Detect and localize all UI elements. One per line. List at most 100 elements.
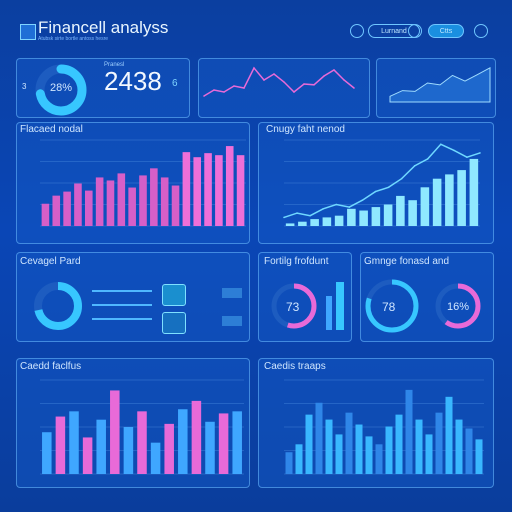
- bar: [432, 178, 442, 226]
- more-icon[interactable]: [474, 24, 488, 38]
- bar: [218, 413, 229, 474]
- line-point: [426, 158, 429, 160]
- line-point: [293, 91, 295, 93]
- bar: [204, 153, 212, 226]
- bar: [95, 177, 104, 226]
- bars-panel-top-right-title: Cnugy faht nenod: [266, 124, 345, 135]
- line-point: [283, 216, 285, 219]
- line-series: [283, 143, 481, 219]
- line-point: [400, 177, 403, 180]
- bar: [298, 221, 307, 226]
- line-series: [203, 66, 355, 97]
- line-point: [348, 206, 351, 208]
- bar: [236, 155, 245, 226]
- bars-panel-bottom-right-title: Caedis traaps: [264, 361, 326, 372]
- bar: [139, 175, 147, 226]
- bar: [334, 215, 344, 226]
- line-point: [203, 95, 205, 97]
- bar: [205, 421, 215, 474]
- bar: [395, 414, 403, 474]
- bar: [69, 411, 79, 474]
- app-title: Financell analyss: [38, 18, 169, 37]
- bar: [82, 437, 93, 474]
- bar: [52, 195, 61, 226]
- line-point: [309, 214, 311, 217]
- line-point: [333, 69, 335, 71]
- bar: [191, 400, 202, 474]
- gauge-2: [365, 279, 419, 333]
- bar: [310, 219, 319, 226]
- bar: [325, 419, 333, 474]
- line-point: [453, 149, 455, 152]
- mid-center-bar-2: [336, 282, 344, 330]
- mid-left-row-2: [92, 304, 152, 306]
- bar: [415, 419, 423, 474]
- bar: [383, 204, 393, 226]
- gauge-3: [435, 283, 481, 329]
- bar: [150, 442, 161, 474]
- bar: [150, 168, 158, 226]
- mid-left-row-1: [92, 290, 152, 292]
- bars-chart-top-right: [283, 139, 481, 227]
- bar: [84, 190, 93, 226]
- bar: [215, 155, 223, 226]
- mid-left-row-3: [92, 318, 152, 320]
- bar: [435, 412, 443, 474]
- gauge-3-value: 16%: [447, 301, 470, 313]
- top-area-chart: [389, 66, 491, 103]
- bar: [371, 207, 381, 226]
- line-point: [322, 208, 324, 210]
- line-point: [361, 199, 364, 201]
- bar: [55, 416, 66, 474]
- bar: [128, 187, 136, 226]
- gauge-1-value: 73: [286, 300, 300, 314]
- bar: [232, 411, 242, 474]
- line-point: [440, 143, 442, 146]
- line-point: [323, 75, 325, 77]
- line-point: [253, 67, 255, 69]
- bar: [457, 170, 466, 226]
- bar: [322, 217, 332, 226]
- bar: [355, 424, 363, 474]
- line-point: [213, 89, 215, 91]
- mid-left-tile-1[interactable]: [162, 284, 186, 306]
- line-point: [233, 85, 235, 87]
- mid-left-donut: [34, 282, 82, 330]
- bar: [315, 402, 323, 474]
- kpi-donut: [35, 64, 87, 116]
- mid-left-title: Cevagel Pard: [20, 256, 81, 267]
- top-line-chart: [203, 66, 355, 97]
- line-point: [303, 83, 305, 85]
- bar: [106, 180, 115, 226]
- gauge-1: [271, 283, 317, 329]
- bar: [123, 427, 134, 474]
- mid-center-bar-1: [326, 296, 332, 330]
- bar: [465, 428, 473, 474]
- line-point: [263, 79, 265, 81]
- bars-chart-bottom-right: [284, 379, 484, 475]
- toolbar-pill-ctts[interactable]: Ctts: [428, 24, 464, 38]
- settings-icon[interactable]: [408, 24, 422, 38]
- bar: [385, 426, 393, 474]
- line-panel: [198, 58, 370, 118]
- bar: [469, 158, 479, 226]
- bar: [445, 396, 453, 474]
- bars-panel-top-left-title: Flacaed nodal: [20, 124, 83, 135]
- bar: [305, 414, 313, 474]
- kpi-label: Pranesl: [104, 62, 125, 68]
- bar: [295, 444, 303, 474]
- kpi-big-number: 2438: [104, 66, 162, 96]
- line-point: [353, 87, 355, 89]
- bar: [160, 177, 169, 226]
- bar: [164, 423, 174, 474]
- bar: [445, 174, 454, 226]
- bar: [405, 389, 413, 474]
- bar: [117, 173, 126, 226]
- bar: [178, 409, 188, 474]
- line-point: [413, 165, 416, 167]
- app-logo-icon: [20, 24, 36, 40]
- bar: [396, 195, 405, 226]
- app-subtitle: Atubsk sirte bortle antoss hesre: [38, 36, 109, 42]
- refresh-icon[interactable]: [350, 24, 364, 38]
- mid-left-tile-2[interactable]: [162, 312, 186, 334]
